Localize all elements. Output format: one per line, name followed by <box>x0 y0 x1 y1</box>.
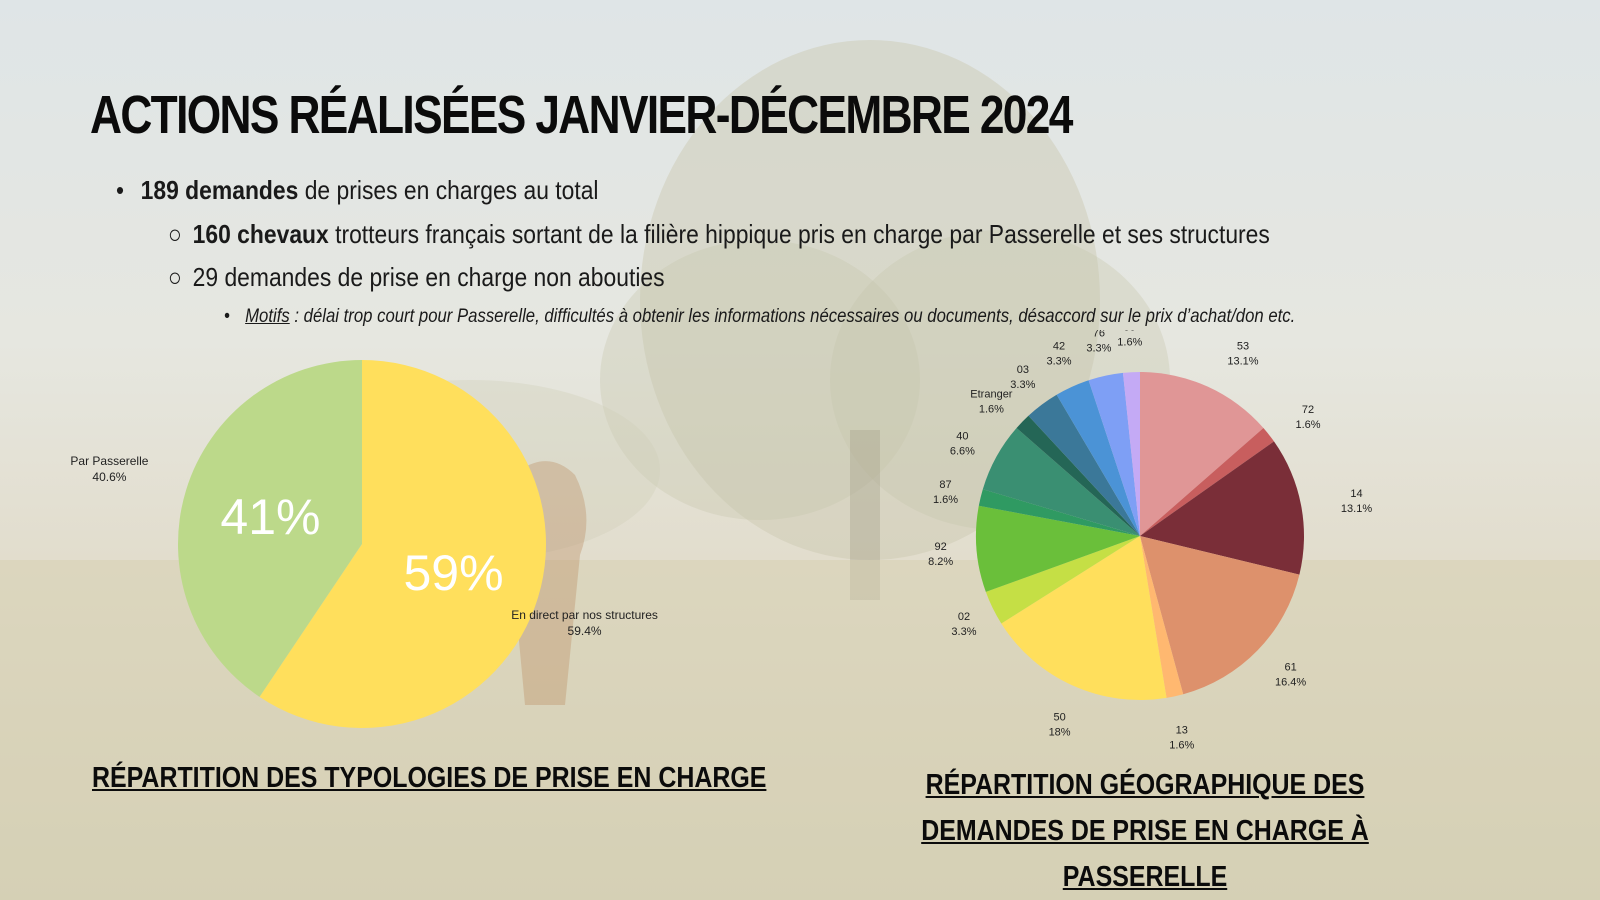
pie-label-pct: 1.6% <box>933 494 958 506</box>
pie-slice-42 <box>1056 380 1140 536</box>
pie-label-par-passerelle: Par Passerelle 40.6% <box>70 454 148 484</box>
pie-slice-14 <box>1140 441 1304 575</box>
pie-label-87: 87 1.6% <box>933 479 958 506</box>
total-requests-text: de prises en charges au total <box>298 175 599 205</box>
pie-slice-87 <box>978 489 1140 536</box>
pie-label-name: 42 <box>1053 341 1065 353</box>
horses-text: trotteurs français sortant de la filière… <box>328 219 1270 249</box>
reasons-label: Motifs <box>245 306 290 327</box>
bullet-reasons: • Motifs : délai trop court pour Passerel… <box>224 306 1295 328</box>
pie-label-pct: 1.6% <box>1117 336 1142 348</box>
page-title: ACTIONS RÉALISÉES JANVIER-DÉCEMBRE 2024 <box>90 85 1073 145</box>
pie-label-14: 14 13.1% <box>1341 488 1372 515</box>
pie-label-59: 59 1.6% <box>1117 330 1142 348</box>
pie-label-name: 61 <box>1284 662 1296 674</box>
pie-slice-53 <box>1140 372 1264 536</box>
pie-label-name: 50 <box>1053 712 1065 724</box>
pie-label-42: 42 3.3% <box>1046 341 1071 368</box>
pie-label-pct: 40.6% <box>92 470 126 484</box>
pie-label-name: 14 <box>1350 488 1362 500</box>
pie-label-pct: 59.4% <box>568 624 602 638</box>
pie-label-name: 13 <box>1176 725 1188 737</box>
pie-slice-61 <box>1140 536 1300 695</box>
pie-slice-en-direct-par-nos-structures <box>259 360 546 728</box>
pie-label-name: 53 <box>1237 341 1249 353</box>
pie-slice-par-passerelle <box>177 360 362 697</box>
pie-slice-59 <box>1122 372 1140 536</box>
pie-label-pct: 13.1% <box>1341 503 1372 515</box>
pie-label-03: 03 3.3% <box>1010 364 1035 391</box>
pie-slice-40 <box>982 428 1140 536</box>
horses-bold: 160 chevaux <box>192 219 329 249</box>
pie-label-pct: 1.6% <box>1169 740 1194 750</box>
pie-label-name: 72 <box>1302 404 1314 416</box>
bullet-unfinished: ○ 29 demandes de prise en charge non abou… <box>168 262 665 293</box>
pie-label-name: 59 <box>1124 330 1136 333</box>
pie-label-name: Etranger <box>970 388 1013 400</box>
pie-slice-13 <box>1140 536 1184 698</box>
pie-label-pct: 1.6% <box>979 403 1004 415</box>
pie-label-pct: 3.3% <box>1046 356 1071 368</box>
bullet-circle-icon: ○ <box>168 219 182 249</box>
pie-label-53: 53 13.1% <box>1227 341 1258 368</box>
pie-inner-label: 59% <box>403 545 503 601</box>
pie-chart-geography: 5313.1%721.6%1413.1%6116.4%131.6%5018%02… <box>928 330 1372 750</box>
pie-label-name: 76 <box>1093 330 1105 339</box>
bullet-total-requests: • 189 demandes de prises en charges au to… <box>116 175 599 206</box>
bullet-circle-icon: ○ <box>168 262 182 292</box>
pie-inner-label: 41% <box>220 489 320 545</box>
pie-label-en-direct-par-nos-structures: En direct par nos structures 59.4% <box>511 608 658 638</box>
pie-label-name: Par Passerelle <box>70 454 148 468</box>
pie-slice-72 <box>1140 428 1274 536</box>
bullet-dot-icon: • <box>116 175 125 205</box>
pie-slice-92 <box>976 505 1140 592</box>
pie-label-pct: 3.3% <box>1010 379 1035 391</box>
pie-slice-50 <box>1001 536 1167 700</box>
caption-geography: RÉPARTITION GÉOGRAPHIQUE DES DEMANDES DE… <box>921 769 1369 893</box>
pie-label-pct: 16.4% <box>1275 677 1306 689</box>
caption-typologies: RÉPARTITION DES TYPOLOGIES DE PRISE EN C… <box>92 762 767 794</box>
pie-label-pct: 13.1% <box>1227 356 1258 368</box>
pie-label-13: 13 1.6% <box>1169 725 1194 750</box>
pie-chart-typologies: 59% En direct par nos structures 59.4% 41% P… <box>70 360 658 728</box>
bullet-dot-icon: • <box>224 306 230 327</box>
pie-label-pct: 1.6% <box>1295 419 1320 431</box>
pie-label-name: 03 <box>1017 364 1029 376</box>
pie-label-name: 40 <box>956 430 968 442</box>
pie-label-72: 72 1.6% <box>1295 404 1320 431</box>
pie-label-40: 40 6.6% <box>950 430 975 457</box>
unfinished-text: 29 demandes de prise en charge non about… <box>192 262 665 292</box>
pie-label-name: 92 <box>935 541 947 553</box>
reasons-text: : délai trop court pour Passerelle, diff… <box>289 306 1296 327</box>
pie-label-76: 76 3.3% <box>1086 330 1111 354</box>
pie-slice-76 <box>1088 372 1140 536</box>
pie-slice-03 <box>1028 394 1140 536</box>
pie-label-pct: 8.2% <box>928 556 953 568</box>
pie-label-61: 61 16.4% <box>1275 662 1306 689</box>
pie-label-pct: 18% <box>1049 727 1071 739</box>
pie-label-pct: 6.6% <box>950 445 975 457</box>
pie-label-02: 02 3.3% <box>951 611 976 638</box>
pie-slice-etranger <box>1016 415 1140 536</box>
bullet-horses: ○ 160 chevaux trotteurs français sortant … <box>168 219 1270 250</box>
pie-slice-02 <box>985 536 1140 624</box>
pie-label-name: 87 <box>939 479 951 491</box>
total-requests-bold: 189 demandes <box>140 175 299 205</box>
pie-label-92: 92 8.2% <box>928 541 953 568</box>
pie-label-pct: 3.3% <box>1086 342 1111 354</box>
pie-label-name: 02 <box>958 611 970 623</box>
pie-label-pct: 3.3% <box>951 626 976 638</box>
pie-label-name: En direct par nos structures <box>511 608 658 622</box>
pie-label-etranger: Etranger 1.6% <box>970 388 1013 415</box>
